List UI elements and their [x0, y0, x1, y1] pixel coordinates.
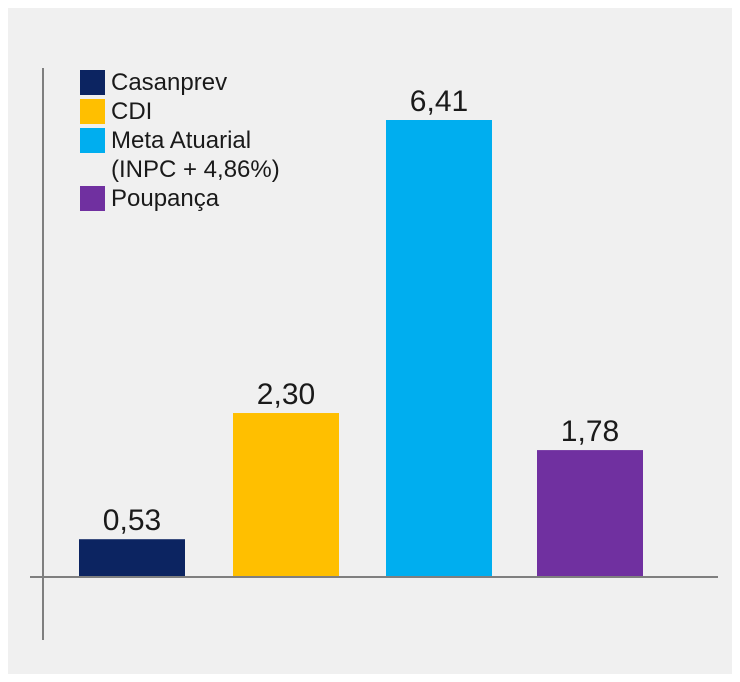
bar-1 [79, 539, 185, 577]
legend-swatch [80, 99, 105, 124]
bar-4 [537, 450, 643, 577]
data-label-2: 2,30 [257, 378, 315, 411]
legend-label: CDI [111, 98, 153, 125]
bar-2 [233, 413, 339, 577]
legend-label: Poupança [111, 185, 220, 212]
data-label-4: 1,78 [561, 415, 619, 448]
legend-item-3: Meta Atuarial (INPC + 4,86%) [80, 126, 280, 184]
legend-item-1: Casanprev [80, 68, 280, 97]
legend-label: Casanprev [111, 69, 228, 96]
data-label-3: 6,41 [410, 85, 468, 118]
legend-item-4: Poupança [80, 184, 280, 213]
legend-label: Meta Atuarial (INPC + 4,86%) [111, 127, 280, 183]
legend-item-2: CDI [80, 97, 280, 126]
legend-swatch [80, 186, 105, 211]
legend-swatch [80, 70, 105, 95]
legend: Casanprev CDI Meta Atuarial (INPC + 4,86%)… [80, 68, 280, 213]
bar-3 [386, 120, 492, 577]
legend-swatch [80, 128, 105, 153]
data-label-1: 0,53 [103, 504, 161, 537]
